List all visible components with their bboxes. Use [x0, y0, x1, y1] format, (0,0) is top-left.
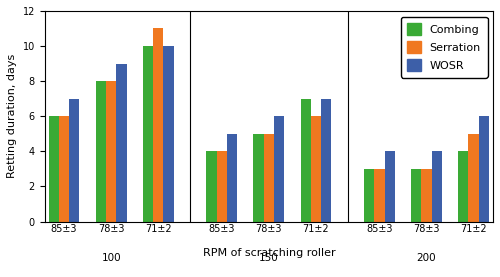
Bar: [478, 116, 489, 222]
Legend: Combing, Serration, WOSR: Combing, Serration, WOSR: [400, 17, 488, 78]
Bar: [274, 116, 284, 222]
Bar: [300, 99, 311, 222]
Bar: [48, 116, 59, 222]
Bar: [96, 81, 106, 222]
X-axis label: RPM of scratching roller: RPM of scratching roller: [202, 248, 335, 258]
Bar: [468, 134, 478, 222]
Bar: [422, 169, 432, 222]
Bar: [264, 134, 274, 222]
Text: 200: 200: [416, 253, 436, 263]
Y-axis label: Retting duration, days: Retting duration, days: [7, 54, 17, 178]
Bar: [164, 46, 173, 222]
Bar: [116, 64, 126, 222]
Bar: [153, 29, 164, 222]
Bar: [69, 99, 80, 222]
Bar: [364, 169, 374, 222]
Bar: [374, 169, 384, 222]
Bar: [59, 116, 69, 222]
Bar: [432, 152, 442, 222]
Bar: [143, 46, 153, 222]
Bar: [106, 81, 117, 222]
Text: 100: 100: [102, 253, 121, 263]
Bar: [458, 152, 468, 222]
Bar: [216, 152, 227, 222]
Bar: [384, 152, 395, 222]
Bar: [227, 134, 237, 222]
Bar: [321, 99, 332, 222]
Text: 150: 150: [259, 253, 278, 263]
Bar: [311, 116, 321, 222]
Bar: [254, 134, 264, 222]
Bar: [206, 152, 216, 222]
Bar: [411, 169, 422, 222]
